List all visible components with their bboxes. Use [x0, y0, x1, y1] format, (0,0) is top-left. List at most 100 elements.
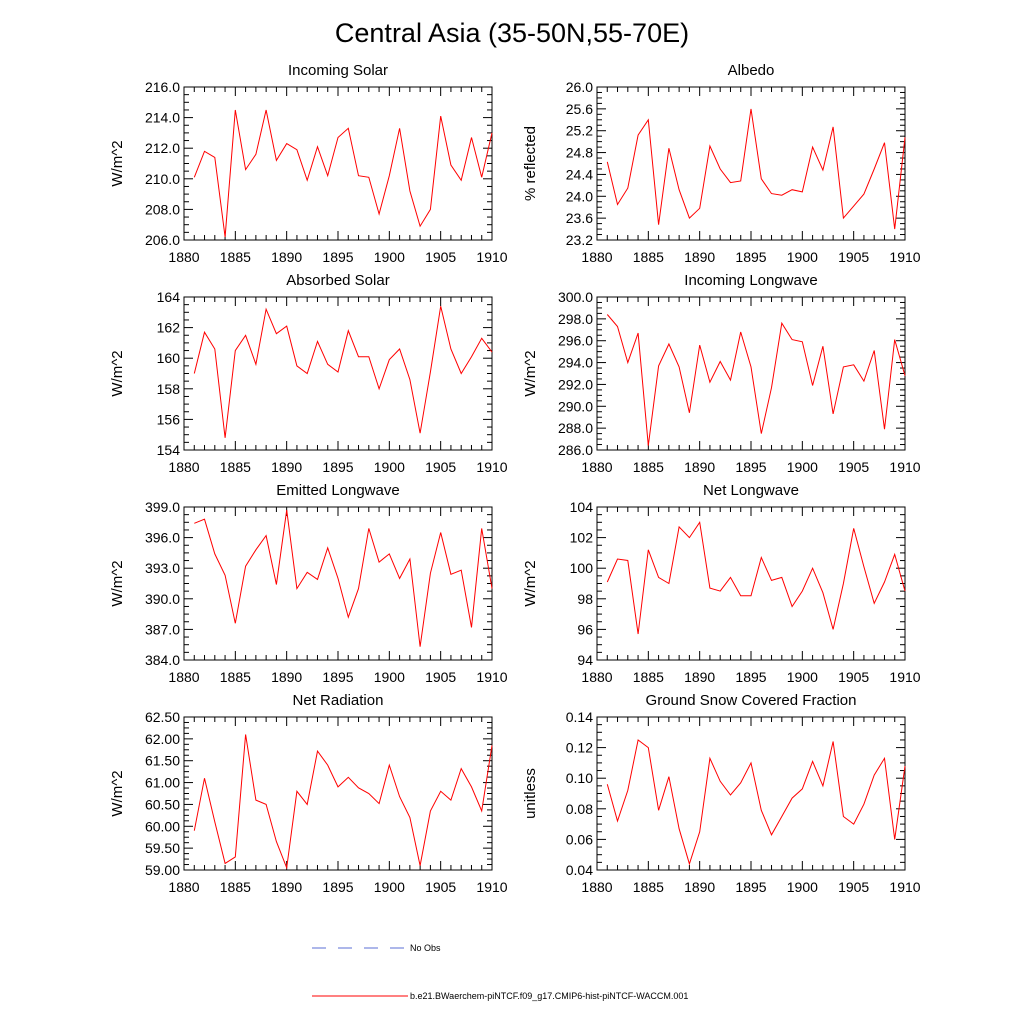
x-tick-label: 1885 — [633, 249, 664, 265]
x-tick-label: 1880 — [168, 249, 199, 265]
x-tick-label: 1900 — [374, 669, 405, 685]
plot-frame — [596, 716, 906, 871]
x-tick-label: 1905 — [838, 459, 869, 475]
y-tick-label: 24.4 — [566, 166, 593, 182]
panel-title: Net Radiation — [293, 692, 384, 709]
y-tick-label: 298.0 — [558, 311, 593, 327]
y-tick-label: 387.0 — [145, 621, 180, 637]
series-line — [606, 739, 906, 866]
x-tick-label: 1905 — [838, 879, 869, 895]
y-tick-label: 96 — [577, 621, 593, 637]
x-tick-label: 1890 — [271, 879, 302, 895]
y-axis-label: W/m^2 — [109, 350, 126, 396]
panel-incoming-longwave: Incoming Longwave W/m^2 1880 1885 1890 1895 19… — [522, 272, 921, 475]
y-axis-label: W/m^2 — [522, 350, 539, 396]
series-line — [606, 108, 906, 230]
y-tick-label: 158 — [157, 381, 181, 397]
series-line — [194, 510, 493, 647]
y-tick-label: 60.00 — [145, 818, 180, 834]
x-tick-label: 1890 — [271, 459, 302, 475]
x-tick-label: 1910 — [889, 669, 920, 685]
y-tick-label: 61.50 — [145, 753, 180, 769]
figure-title: Central Asia (35-50N,55-70E) — [335, 18, 689, 48]
panel-title: Albedo — [728, 62, 775, 79]
plot-frame — [183, 506, 493, 661]
x-tick-label: 1905 — [425, 669, 456, 685]
x-tick-label: 1900 — [787, 669, 818, 685]
x-tick-label: 1880 — [581, 669, 612, 685]
x-tick-label: 1905 — [838, 669, 869, 685]
x-tick-label: 1905 — [838, 249, 869, 265]
y-tick-label: 23.6 — [566, 210, 593, 226]
x-tick-label: 1895 — [735, 249, 766, 265]
y-tick-label: 290.0 — [558, 398, 593, 414]
x-tick-label: 1900 — [787, 879, 818, 895]
x-tick-label: 1880 — [168, 669, 199, 685]
x-tick-label: 1885 — [633, 459, 664, 475]
y-tick-label: 399.0 — [145, 499, 180, 515]
y-tick-label: 286.0 — [558, 442, 593, 458]
y-tick-label: 25.6 — [566, 101, 593, 117]
legend-item-no-obs: No Obs — [312, 943, 441, 953]
y-tick-label: 98 — [577, 591, 593, 607]
plot-frame — [183, 296, 493, 451]
y-tick-label: 384.0 — [145, 652, 180, 668]
y-tick-label: 390.0 — [145, 591, 180, 607]
legend: No Obs b.e21.BWaerchem-piNTCF.f09_g17.CM… — [312, 943, 688, 1001]
y-tick-label: 208.0 — [145, 201, 180, 217]
y-tick-label: 393.0 — [145, 560, 180, 576]
x-tick-label: 1880 — [168, 879, 199, 895]
x-tick-label: 1900 — [787, 459, 818, 475]
x-tick-label: 1895 — [322, 249, 353, 265]
y-axis-label: W/m^2 — [109, 140, 126, 186]
series-line — [606, 314, 906, 446]
x-tick-label: 1885 — [220, 879, 251, 895]
y-tick-label: 0.14 — [566, 709, 593, 725]
y-tick-label: 59.50 — [145, 840, 180, 856]
y-tick-label: 300.0 — [558, 289, 593, 305]
y-tick-label: 24.0 — [566, 188, 593, 204]
y-axis-label: W/m^2 — [109, 560, 126, 606]
y-tick-label: 294.0 — [558, 355, 593, 371]
panel-ground-snow-covered-fraction: Ground Snow Covered Fraction unitless 1880… — [522, 692, 921, 895]
x-tick-label: 1880 — [168, 459, 199, 475]
x-tick-label: 1895 — [322, 879, 353, 895]
y-tick-label: 0.06 — [566, 831, 593, 847]
x-tick-label: 1885 — [220, 459, 251, 475]
y-tick-label: 212.0 — [145, 140, 180, 156]
x-tick-label: 1910 — [889, 459, 920, 475]
panel-title: Net Longwave — [703, 482, 799, 499]
y-axis-label: W/m^2 — [522, 560, 539, 606]
y-tick-label: 23.2 — [566, 232, 593, 248]
y-tick-label: 288.0 — [558, 420, 593, 436]
plot-frame — [596, 506, 906, 661]
x-tick-label: 1895 — [735, 669, 766, 685]
y-tick-label: 296.0 — [558, 333, 593, 349]
y-tick-label: 396.0 — [145, 530, 180, 546]
series-line — [193, 734, 493, 870]
y-tick-label: 24.8 — [566, 145, 593, 161]
panel-incoming-solar: Incoming Solar W/m^2 1880 1885 1890 1895 1900 1… — [109, 62, 508, 265]
panel-net-longwave: Net Longwave W/m^2 1880 1885 1890 1895 1900 190… — [522, 482, 921, 685]
y-tick-label: 62.50 — [145, 709, 180, 725]
y-tick-label: 62.00 — [145, 731, 180, 747]
x-tick-label: 1895 — [322, 669, 353, 685]
y-tick-label: 160 — [157, 350, 181, 366]
x-tick-label: 1885 — [220, 249, 251, 265]
x-tick-label: 1880 — [581, 459, 612, 475]
x-tick-label: 1910 — [889, 879, 920, 895]
x-tick-label: 1895 — [735, 879, 766, 895]
y-axis-label: % reflected — [522, 126, 539, 201]
y-tick-label: 154 — [157, 442, 181, 458]
y-tick-label: 25.2 — [566, 123, 593, 139]
x-tick-label: 1910 — [476, 249, 507, 265]
series-line — [193, 306, 493, 438]
y-tick-label: 26.0 — [566, 79, 593, 95]
y-tick-label: 0.04 — [566, 862, 593, 878]
x-tick-label: 1905 — [425, 459, 456, 475]
y-tick-label: 210.0 — [145, 171, 180, 187]
x-tick-label: 1910 — [476, 669, 507, 685]
x-tick-label: 1910 — [889, 249, 920, 265]
plot-frame — [183, 86, 493, 241]
